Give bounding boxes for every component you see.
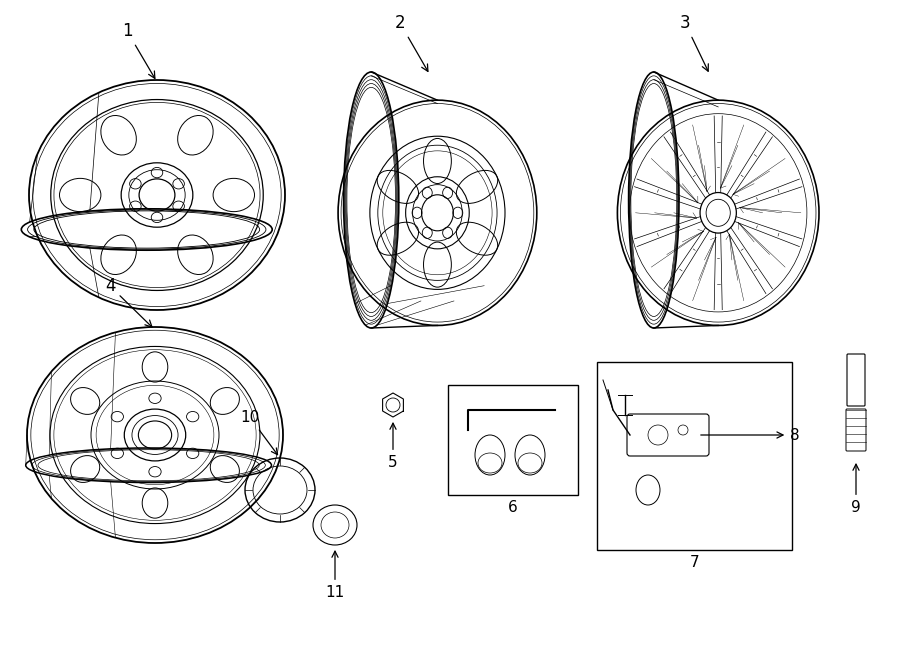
Text: 6: 6 xyxy=(508,500,518,515)
Text: 11: 11 xyxy=(326,551,345,600)
Text: 2: 2 xyxy=(395,14,428,71)
Bar xyxy=(597,362,792,550)
Text: 8: 8 xyxy=(701,428,799,442)
Text: 5: 5 xyxy=(388,423,398,470)
Text: 1: 1 xyxy=(122,22,155,79)
Bar xyxy=(448,385,578,495)
Text: 9: 9 xyxy=(851,464,861,515)
Text: 7: 7 xyxy=(690,555,700,570)
Text: 4: 4 xyxy=(104,277,152,327)
Text: 10: 10 xyxy=(240,410,277,455)
Text: 3: 3 xyxy=(680,14,708,71)
